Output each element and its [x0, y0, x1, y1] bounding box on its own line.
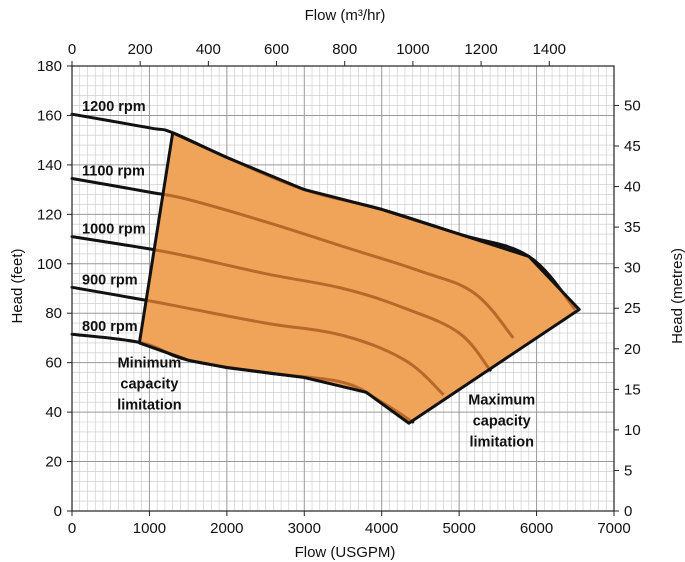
- x-tick-label: 2000: [210, 520, 243, 537]
- top-tick-label: 600: [264, 41, 289, 58]
- top-tick-label: 0: [68, 41, 76, 58]
- y-axis-title: Head (feet): [9, 248, 26, 323]
- y-tick-label: 0: [54, 503, 62, 520]
- annotation-line: limitation: [470, 435, 534, 451]
- right-tick-label: 35: [624, 219, 641, 236]
- right-tick-label: 50: [624, 97, 641, 114]
- top-tick-label: 800: [332, 41, 357, 58]
- x-tick-label: 0: [68, 520, 76, 537]
- annotation-line: capacity: [473, 414, 531, 430]
- top-tick-label: 1400: [533, 41, 566, 58]
- right-tick-label: 30: [624, 260, 641, 277]
- top-tick-label: 1000: [396, 41, 429, 58]
- right-tick-label: 15: [624, 381, 641, 398]
- annotation-line: capacity: [120, 377, 178, 393]
- series-label: 1000 rpm: [82, 222, 146, 238]
- series-label: 800 rpm: [82, 319, 138, 335]
- x-tick-label: 7000: [597, 520, 630, 537]
- y-tick-label: 80: [45, 305, 62, 322]
- annotation-line: limitation: [117, 398, 181, 414]
- y-tick-label: 40: [45, 404, 62, 421]
- right-tick-label: 45: [624, 138, 641, 155]
- x-tick-label: 1000: [133, 520, 166, 537]
- y-tick-label: 120: [37, 206, 62, 223]
- series-label: 1100 rpm: [82, 163, 145, 179]
- right-tick-label: 10: [624, 422, 641, 439]
- right-tick-label: 0: [624, 503, 632, 520]
- y-tick-label: 140: [37, 157, 62, 174]
- y-tick-label: 100: [37, 256, 62, 273]
- right-tick-label: 5: [624, 462, 632, 479]
- series-label: 1200 rpm: [82, 99, 146, 115]
- x-axis-title: Flow (USGPM): [295, 544, 396, 561]
- x-tick-label: 4000: [365, 520, 398, 537]
- x-tick-label: 3000: [288, 520, 321, 537]
- annotation-line: Minimum: [118, 356, 182, 372]
- annotation-line: Maximum: [468, 393, 535, 409]
- min-capacity-annotation: Minimum capacity limitation: [117, 356, 181, 414]
- x-tick-label: 6000: [520, 520, 553, 537]
- right-tick-label: 25: [624, 300, 641, 317]
- right-axis-title: Head (metres): [669, 248, 685, 344]
- y-tick-label: 20: [45, 454, 62, 471]
- series-label: 900 rpm: [82, 272, 138, 288]
- right-tick-label: 20: [624, 341, 641, 358]
- y-tick-label: 180: [37, 58, 62, 75]
- y-tick-label: 60: [45, 355, 62, 372]
- right-tick-label: 40: [624, 179, 641, 196]
- max-capacity-annotation: Maximum capacity limitation: [468, 393, 535, 451]
- x-tick-label: 5000: [442, 520, 475, 537]
- top-tick-label: 1200: [464, 41, 497, 58]
- top-axis-title: Flow (m³/hr): [305, 7, 386, 24]
- top-tick-label: 200: [128, 41, 153, 58]
- top-tick-label: 400: [196, 41, 221, 58]
- y-tick-label: 160: [37, 107, 62, 124]
